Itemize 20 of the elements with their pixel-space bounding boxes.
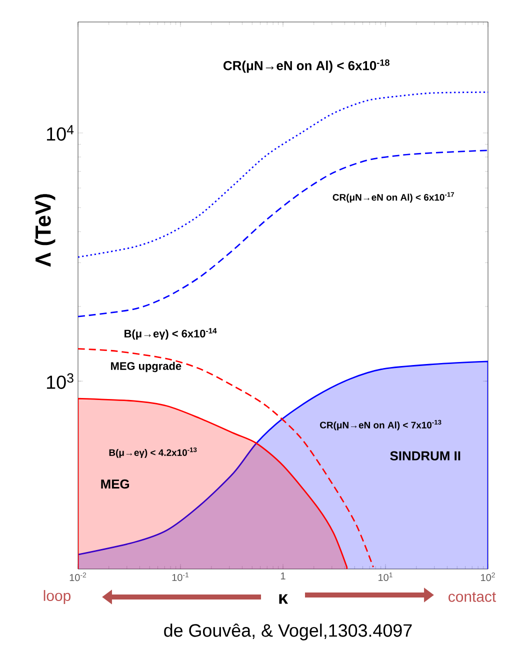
y-tick-label: 10$^{4}$: [46, 125, 74, 141]
x-tick-label: 10$^{-2}$: [70, 572, 86, 582]
x-tick-label: 10$^{2}$: [481, 572, 495, 582]
text: loop: [44, 590, 70, 604]
x-tick-label: 10$^{1}$: [378, 572, 392, 582]
x-tick-label: 10$^{-1}$: [172, 572, 189, 582]
x-axis-title: κ: [279, 594, 288, 604]
y-axis-title: Λ (TeV): [34, 194, 56, 267]
text: de Gouvêa, & Vogel,1303.4097: [164, 624, 412, 640]
series-label: B(μ→eγ) < 4.2x10$^{-13}$: [109, 447, 197, 458]
series-label: CR(μN→eN on Al) < 6x10$^{-17}$: [332, 192, 454, 203]
x-tick-label: 1: [280, 572, 286, 580]
series-label: B(μ→eγ) < 6x10$^{-14}$: [124, 328, 217, 340]
series-label: CR(μN→eN on Al) < 6x10$^{-18}$: [224, 59, 390, 73]
series-label: CR(μN→eN on Al) < 7x10$^{-13}$: [320, 420, 442, 430]
text: contact: [448, 592, 496, 602]
annotation: SINDRUM II: [390, 451, 460, 460]
y-tick-label: 10$^{3}$: [46, 373, 74, 389]
annotation: MEG upgrade: [111, 362, 182, 372]
annotation: MEG: [101, 479, 130, 489]
